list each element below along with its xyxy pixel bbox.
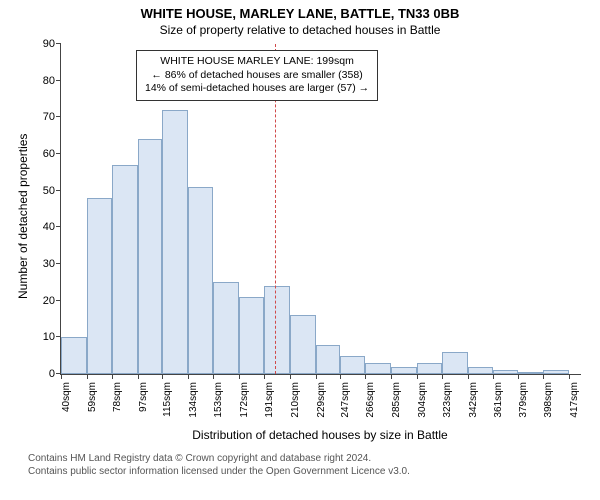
x-tick-label: 40sqm — [61, 382, 72, 412]
x-tick-label: 285sqm — [391, 382, 402, 418]
x-tick — [365, 374, 366, 379]
y-tick-label: 70 — [43, 111, 61, 123]
histogram-bar — [340, 356, 366, 374]
x-tick-label: 134sqm — [188, 382, 199, 418]
x-tick — [87, 374, 88, 379]
x-axis-label: Distribution of detached houses by size … — [60, 428, 580, 442]
x-tick — [138, 374, 139, 379]
x-tick — [391, 374, 392, 379]
histogram-bar — [468, 367, 494, 374]
footer-attribution: Contains HM Land Registry data © Crown c… — [28, 452, 410, 478]
x-tick — [493, 374, 494, 379]
x-tick-label: 304sqm — [417, 382, 428, 418]
histogram-bar — [493, 370, 517, 374]
histogram-bar — [61, 337, 87, 374]
y-axis-label: Number of detached properties — [16, 134, 30, 299]
chart-subtitle: Size of property relative to detached ho… — [0, 21, 600, 39]
x-tick — [61, 374, 62, 379]
histogram-bar — [162, 110, 188, 374]
y-tick-label: 60 — [43, 148, 61, 160]
x-tick — [543, 374, 544, 379]
x-tick — [112, 374, 113, 379]
x-tick-label: 115sqm — [162, 382, 173, 417]
histogram-bar — [213, 282, 239, 374]
chart-title: WHITE HOUSE, MARLEY LANE, BATTLE, TN33 0… — [0, 0, 600, 21]
y-tick-label: 40 — [43, 221, 61, 233]
x-tick-label: 191sqm — [264, 382, 275, 418]
histogram-bar — [365, 363, 391, 374]
x-tick-label: 342sqm — [468, 382, 479, 418]
x-tick-label: 398sqm — [543, 382, 554, 418]
x-tick-label: 323sqm — [442, 382, 453, 418]
x-tick — [188, 374, 189, 379]
annotation-line-1: WHITE HOUSE MARLEY LANE: 199sqm — [145, 55, 369, 69]
x-tick — [340, 374, 341, 379]
x-tick — [468, 374, 469, 379]
x-tick — [264, 374, 265, 379]
x-tick — [162, 374, 163, 379]
x-tick-label: 266sqm — [365, 382, 376, 418]
y-tick-label: 20 — [43, 295, 61, 307]
histogram-bar — [543, 370, 569, 374]
histogram-bar — [264, 286, 290, 374]
x-tick-label: 59sqm — [87, 382, 98, 412]
footer-line-2: Contains public sector information licen… — [28, 465, 410, 478]
x-tick-label: 247sqm — [340, 382, 351, 418]
x-tick-label: 97sqm — [138, 382, 149, 412]
x-tick-label: 172sqm — [239, 382, 250, 418]
x-tick — [316, 374, 317, 379]
annotation-box: WHITE HOUSE MARLEY LANE: 199sqm ← 86% of… — [136, 50, 378, 101]
histogram-bar — [138, 139, 162, 374]
histogram-bar — [188, 187, 214, 374]
x-tick — [239, 374, 240, 379]
histogram-bar — [518, 372, 544, 374]
annotation-line-3: 14% of semi-detached houses are larger (… — [145, 82, 369, 96]
y-tick-label: 30 — [43, 258, 61, 270]
x-tick — [569, 374, 570, 379]
histogram-bar — [417, 363, 443, 374]
x-tick — [417, 374, 418, 379]
histogram-bar — [239, 297, 265, 374]
x-tick-label: 229sqm — [316, 382, 327, 418]
histogram-bar — [290, 315, 316, 374]
chart-container: WHITE HOUSE, MARLEY LANE, BATTLE, TN33 0… — [0, 0, 600, 500]
x-tick-label: 153sqm — [213, 382, 224, 418]
footer-line-1: Contains HM Land Registry data © Crown c… — [28, 452, 410, 465]
y-tick-label: 0 — [49, 368, 61, 380]
y-tick-label: 80 — [43, 75, 61, 87]
y-tick-label: 10 — [43, 331, 61, 343]
histogram-bar — [87, 198, 113, 374]
annotation-line-2: ← 86% of detached houses are smaller (35… — [145, 69, 369, 83]
x-tick — [442, 374, 443, 379]
y-tick-label: 90 — [43, 38, 61, 50]
x-tick-label: 78sqm — [112, 382, 123, 412]
x-tick-label: 417sqm — [569, 382, 580, 418]
y-tick-label: 50 — [43, 185, 61, 197]
x-tick — [518, 374, 519, 379]
histogram-bar — [316, 345, 340, 374]
histogram-bar — [112, 165, 138, 374]
x-tick-label: 210sqm — [290, 382, 301, 418]
x-tick — [213, 374, 214, 379]
x-tick — [290, 374, 291, 379]
histogram-bar — [442, 352, 468, 374]
x-tick-label: 379sqm — [518, 382, 529, 418]
histogram-bar — [391, 367, 417, 374]
x-tick-label: 361sqm — [493, 382, 504, 418]
